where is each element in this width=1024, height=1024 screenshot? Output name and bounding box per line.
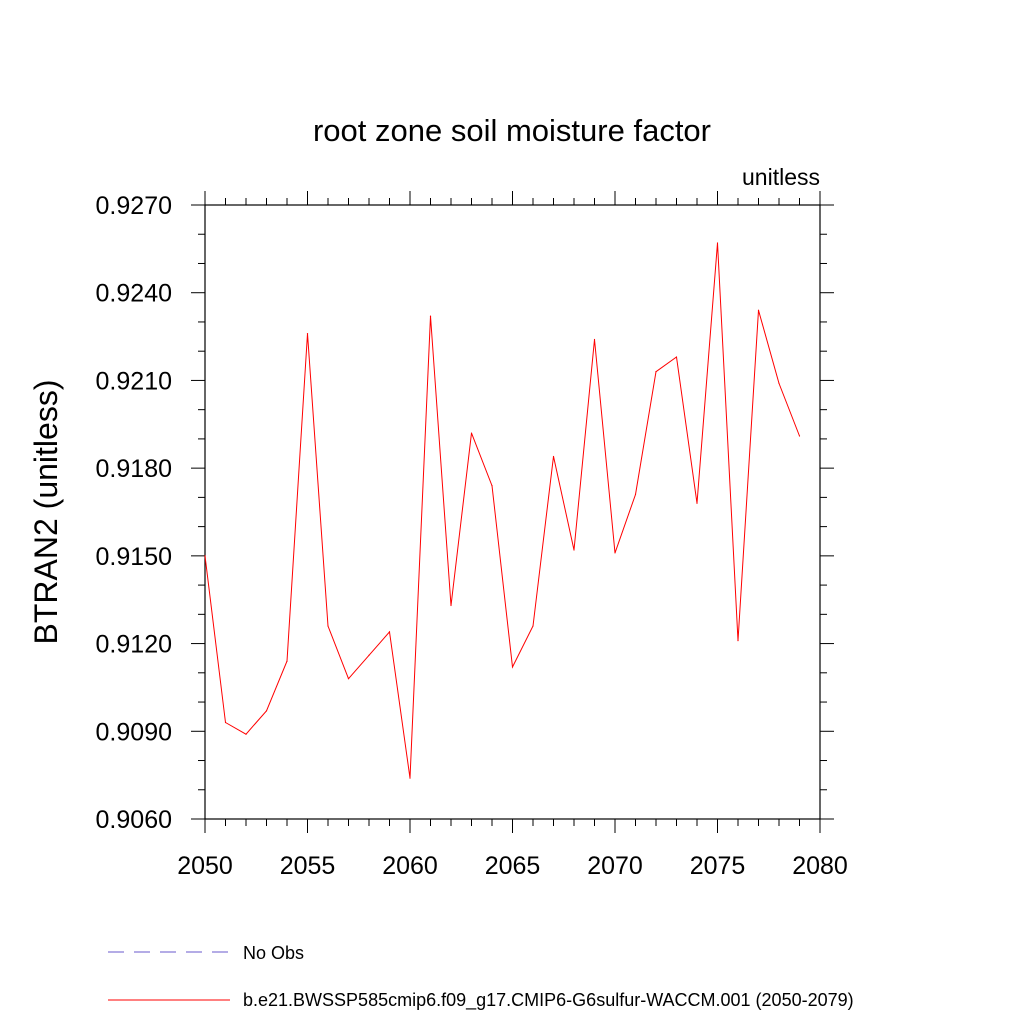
y-tick-label: 0.9210 — [96, 367, 172, 395]
data-point — [204, 555, 206, 557]
legend-label-no-obs: No Obs — [243, 943, 304, 963]
data-point — [368, 654, 370, 656]
data-point — [245, 733, 247, 735]
legend: No Obs b.e21.BWSSP585cmip6.f09_g17.CMIP6… — [108, 943, 854, 1011]
data-point — [552, 455, 555, 458]
legend-label-run: b.e21.BWSSP585cmip6.f09_g17.CMIP6-G6sulf… — [243, 990, 854, 1011]
data-point — [429, 315, 432, 317]
data-point — [388, 631, 391, 633]
data-point — [224, 721, 227, 724]
data-point — [511, 666, 514, 668]
data-point — [757, 309, 760, 311]
y-tick-labels: 0.9060 0.9090 0.9120 0.9150 0.9180 0.9210 0.92… — [96, 192, 172, 834]
data-point — [593, 338, 596, 341]
x-tick-label: 2075 — [690, 852, 746, 880]
axis-ticks — [191, 191, 834, 833]
y-tick-label: 0.9060 — [96, 806, 172, 834]
data-point — [655, 371, 657, 373]
x-tick-label: 2065 — [485, 852, 541, 880]
data-point — [614, 552, 616, 554]
x-tick-label: 2055 — [280, 852, 336, 880]
y-axis-label: BTRAN2 (unitless) — [28, 380, 64, 645]
series-line — [204, 242, 800, 779]
data-point — [716, 242, 719, 244]
y-tick-label: 0.9150 — [96, 543, 172, 571]
data-point — [286, 660, 288, 662]
data-point — [532, 625, 534, 627]
data-points — [204, 242, 801, 779]
data-point — [306, 333, 309, 335]
data-point — [347, 678, 350, 680]
data-point — [409, 777, 411, 779]
y-tick-label: 0.9090 — [96, 718, 172, 746]
x-tick-label: 2070 — [587, 852, 643, 880]
data-point — [737, 640, 739, 642]
x-tick-label: 2080 — [792, 852, 848, 880]
y-tick-label: 0.9120 — [96, 631, 172, 659]
y-tick-label: 0.9270 — [96, 192, 172, 220]
data-point — [798, 435, 801, 437]
chart-title: root zone soil moisture factor — [313, 113, 711, 148]
data-point — [634, 493, 637, 496]
y-tick-label: 0.9240 — [96, 280, 172, 308]
x-tick-label: 2060 — [382, 852, 438, 880]
data-point — [778, 382, 780, 384]
x-tick-labels: 2050 2055 2060 2065 2070 2075 2080 — [177, 852, 848, 880]
data-point — [573, 549, 575, 551]
units-label: unitless — [742, 164, 820, 190]
data-point — [327, 625, 329, 627]
x-tick-label: 2050 — [177, 852, 233, 880]
data-point — [470, 432, 473, 434]
plot-frame — [204, 204, 821, 820]
y-tick-label: 0.9180 — [96, 455, 172, 483]
data-point — [265, 710, 268, 712]
data-point — [491, 485, 493, 487]
data-point — [675, 356, 678, 358]
data-point — [696, 502, 698, 504]
data-point — [450, 604, 452, 607]
